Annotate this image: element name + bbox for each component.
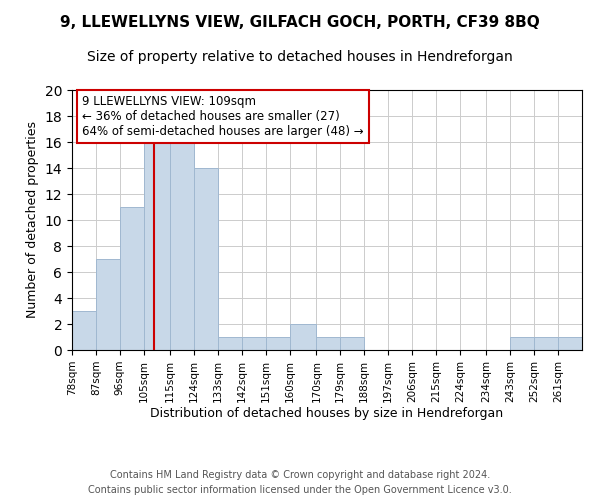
Bar <box>144 142 170 350</box>
Text: Contains HM Land Registry data © Crown copyright and database right 2024.: Contains HM Land Registry data © Crown c… <box>110 470 490 480</box>
Bar <box>510 337 534 350</box>
X-axis label: Distribution of detached houses by size in Hendreforgan: Distribution of detached houses by size … <box>151 408 503 420</box>
Text: Size of property relative to detached houses in Hendreforgan: Size of property relative to detached ho… <box>87 50 513 64</box>
Bar <box>218 337 242 350</box>
Bar <box>266 337 290 350</box>
Bar <box>242 337 266 350</box>
Bar <box>316 337 340 350</box>
Bar <box>170 142 194 350</box>
Text: 9 LLEWELLYNS VIEW: 109sqm
← 36% of detached houses are smaller (27)
64% of semi-: 9 LLEWELLYNS VIEW: 109sqm ← 36% of detac… <box>82 95 364 138</box>
Bar <box>120 207 144 350</box>
Bar <box>290 324 316 350</box>
Bar <box>558 337 582 350</box>
Bar <box>72 311 96 350</box>
Bar <box>340 337 364 350</box>
Bar <box>96 259 120 350</box>
Bar <box>194 168 218 350</box>
Text: Contains public sector information licensed under the Open Government Licence v3: Contains public sector information licen… <box>88 485 512 495</box>
Text: 9, LLEWELLYNS VIEW, GILFACH GOCH, PORTH, CF39 8BQ: 9, LLEWELLYNS VIEW, GILFACH GOCH, PORTH,… <box>60 15 540 30</box>
Y-axis label: Number of detached properties: Number of detached properties <box>26 122 39 318</box>
Bar <box>534 337 558 350</box>
